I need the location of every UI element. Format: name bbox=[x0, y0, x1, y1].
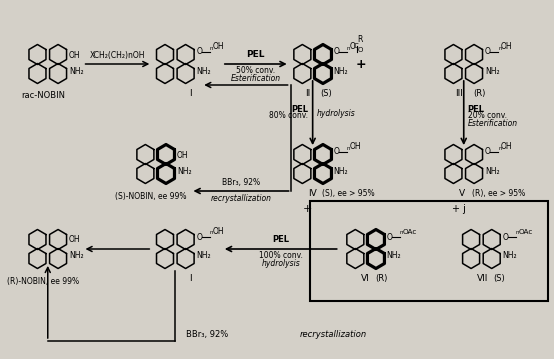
Text: OH: OH bbox=[213, 42, 224, 51]
Text: (R), ee > 95%: (R), ee > 95% bbox=[471, 189, 525, 198]
Text: IV: IV bbox=[308, 189, 316, 198]
Text: NH₂: NH₂ bbox=[69, 66, 84, 75]
Text: NH₂: NH₂ bbox=[485, 167, 500, 176]
Text: O: O bbox=[334, 148, 340, 157]
Text: 80% conv.: 80% conv. bbox=[269, 112, 308, 121]
Text: II: II bbox=[305, 89, 310, 98]
Text: 50% conv.: 50% conv. bbox=[236, 66, 275, 75]
Text: O: O bbox=[197, 47, 202, 56]
Text: +: + bbox=[356, 57, 367, 70]
Text: PEL: PEL bbox=[291, 104, 308, 113]
Text: n: n bbox=[516, 230, 519, 236]
Text: recrystallization: recrystallization bbox=[300, 330, 367, 339]
Text: O: O bbox=[485, 47, 491, 56]
Text: OAc: OAc bbox=[403, 228, 417, 234]
Text: NH₂: NH₂ bbox=[502, 252, 517, 261]
Text: n: n bbox=[347, 145, 351, 150]
Text: (R): (R) bbox=[376, 274, 388, 283]
Text: NH₂: NH₂ bbox=[485, 66, 500, 75]
Text: V: V bbox=[459, 189, 465, 198]
Text: +: + bbox=[303, 204, 312, 214]
Text: OH: OH bbox=[350, 142, 362, 151]
Text: n: n bbox=[347, 46, 351, 51]
Text: OH: OH bbox=[69, 51, 80, 60]
Text: hydrolysis: hydrolysis bbox=[261, 259, 300, 268]
Text: NH₂: NH₂ bbox=[387, 252, 401, 261]
Text: OH: OH bbox=[213, 227, 224, 236]
Text: n: n bbox=[209, 46, 213, 51]
Text: NH₂: NH₂ bbox=[69, 252, 84, 261]
Text: XCH₂(CH₂)nOH: XCH₂(CH₂)nOH bbox=[90, 51, 145, 60]
Text: (R): (R) bbox=[474, 89, 486, 98]
Text: Esterification: Esterification bbox=[230, 74, 281, 83]
Text: + j: + j bbox=[452, 204, 466, 214]
Text: I: I bbox=[189, 89, 191, 98]
Text: OH: OH bbox=[69, 236, 80, 244]
Text: O: O bbox=[197, 233, 202, 242]
Text: III: III bbox=[455, 89, 463, 98]
Text: Esterification: Esterification bbox=[468, 118, 518, 127]
Text: R: R bbox=[357, 36, 362, 45]
Text: OH: OH bbox=[501, 42, 512, 51]
Text: O: O bbox=[387, 233, 393, 242]
Text: hydrolysis: hydrolysis bbox=[316, 108, 355, 117]
Text: rac-NOBIN: rac-NOBIN bbox=[21, 91, 65, 100]
Text: (S)-NOBIN, ee 99%: (S)-NOBIN, ee 99% bbox=[115, 192, 187, 201]
Text: O: O bbox=[358, 47, 363, 52]
Text: PEL: PEL bbox=[272, 235, 289, 244]
Text: n: n bbox=[209, 230, 213, 236]
Text: OH: OH bbox=[501, 142, 512, 151]
Text: PEL: PEL bbox=[247, 50, 265, 59]
Text: NH₂: NH₂ bbox=[177, 167, 191, 176]
Text: O: O bbox=[350, 42, 356, 51]
Text: n: n bbox=[498, 145, 501, 150]
Text: (S), ee > 95%: (S), ee > 95% bbox=[322, 189, 375, 198]
Text: 100% conv.: 100% conv. bbox=[259, 251, 302, 260]
Text: NH₂: NH₂ bbox=[197, 252, 211, 261]
Bar bbox=[310, 201, 548, 301]
Text: I: I bbox=[189, 274, 191, 283]
Text: O: O bbox=[334, 47, 340, 56]
Text: PEL: PEL bbox=[468, 104, 485, 113]
Text: OH: OH bbox=[177, 150, 188, 159]
Text: BBr₃, 92%: BBr₃, 92% bbox=[222, 178, 260, 187]
Text: 20% conv.: 20% conv. bbox=[468, 112, 507, 121]
Text: OAc: OAc bbox=[519, 228, 533, 234]
Text: NH₂: NH₂ bbox=[334, 167, 348, 176]
Text: VII: VII bbox=[476, 274, 488, 283]
Text: n: n bbox=[498, 46, 501, 51]
Text: VI: VI bbox=[361, 274, 370, 283]
Text: recrystallization: recrystallization bbox=[211, 194, 271, 203]
Text: NH₂: NH₂ bbox=[334, 66, 348, 75]
Text: C: C bbox=[354, 43, 358, 50]
Text: (S): (S) bbox=[321, 89, 332, 98]
Text: BBr₃, 92%: BBr₃, 92% bbox=[186, 330, 228, 339]
Text: O: O bbox=[485, 148, 491, 157]
Text: n: n bbox=[400, 230, 403, 236]
Text: NH₂: NH₂ bbox=[197, 66, 211, 75]
Text: O: O bbox=[502, 233, 509, 242]
Text: (R)-NOBIN, ee 99%: (R)-NOBIN, ee 99% bbox=[7, 277, 79, 286]
Text: (S): (S) bbox=[493, 274, 505, 283]
